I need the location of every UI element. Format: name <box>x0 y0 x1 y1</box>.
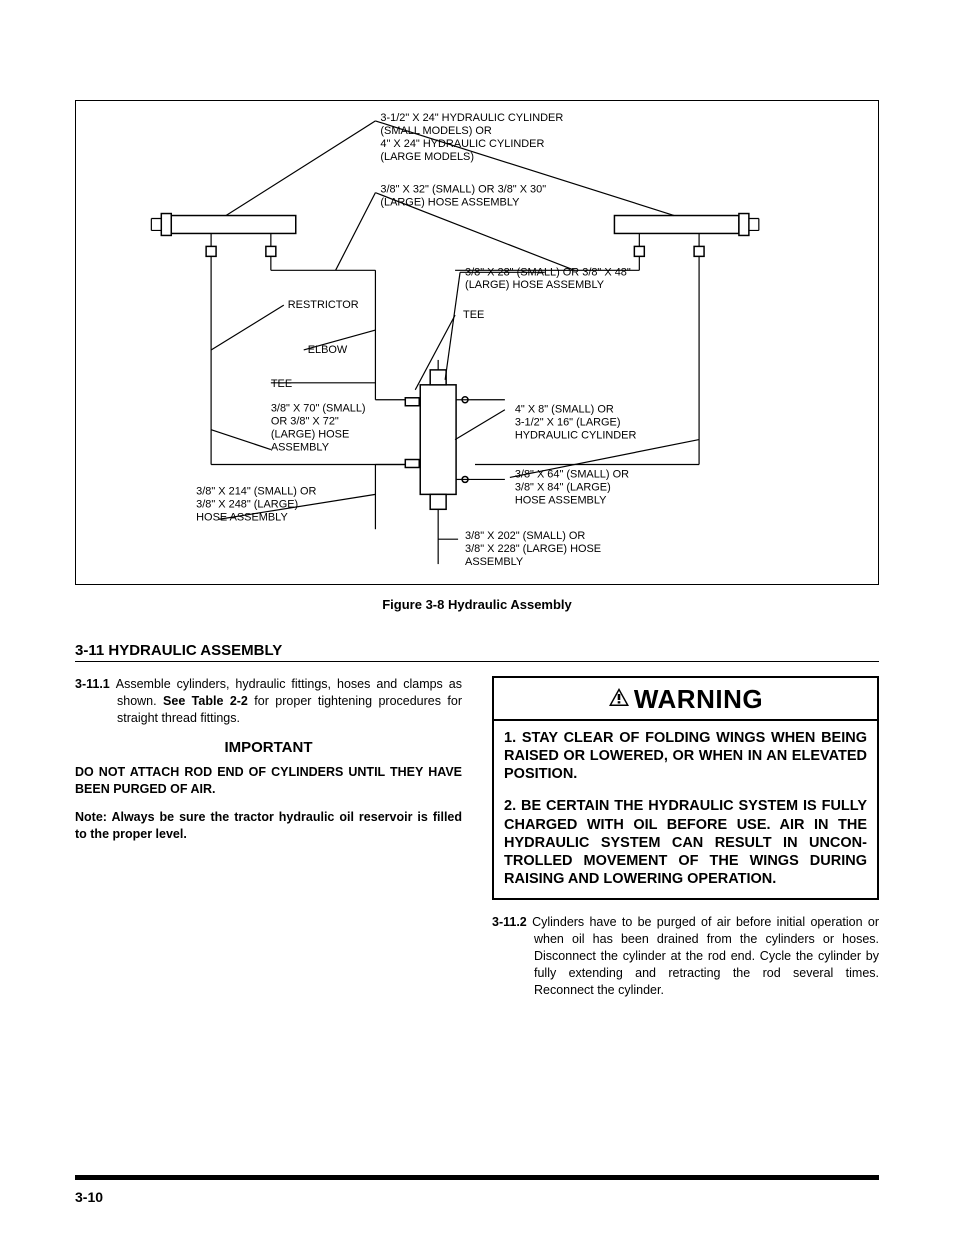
important-text-2: Note: Always be sure the tractor hydraul… <box>75 809 462 843</box>
label-hose-ru-1: 3/8" X 28" (SMALL) OR 3/8" X 48" <box>465 266 631 278</box>
label-hose-top-1: 3/8" X 32" (SMALL) OR 3/8" X 30" <box>380 184 546 196</box>
para-ref: See Table 2-2 <box>163 694 248 708</box>
right-column: WARNING 1. STAY CLEAR OF FOLDING WINGS W… <box>492 676 879 1010</box>
label-hose-ll-4: ASSEMBLY <box>271 442 330 454</box>
label-cyl-top-4: (LARGE MODELS) <box>380 151 474 163</box>
warning-icon <box>608 687 630 712</box>
footer-rule <box>75 1175 879 1180</box>
important-text-1: DO NOT ATTACH ROD END OF CYLINDERS UNTIL… <box>75 764 462 798</box>
label-tee-left: TEE <box>271 378 292 390</box>
warning-header: WARNING <box>494 678 877 721</box>
label-hose-ll-3: (LARGE) HOSE <box>271 429 349 441</box>
label-hose-lb-3: HOSE ASSEMBLY <box>196 511 288 523</box>
label-cyl-c-3: HYDRAULIC CYLINDER <box>515 430 637 442</box>
label-hose-rb-2: 3/8" X 228" (LARGE) HOSE <box>465 543 601 555</box>
label-hose-lb-1: 3/8" X 214" (SMALL) OR <box>196 485 316 497</box>
para-3-11-2: 3-11.2 Cylinders have to be purged of ai… <box>492 914 879 998</box>
para-num-2: 3-11.2 <box>492 915 527 929</box>
warning-p2: 2. BE CERTAIN THE HYDRAULIC SYS­TEM IS F… <box>504 797 867 888</box>
hydraulic-assembly-figure: 3-1/2" X 24" HYDRAULIC CYLINDER (SMALL M… <box>75 100 879 585</box>
warning-body: 1. STAY CLEAR OF FOLDING WINGS WHEN BEIN… <box>494 721 877 898</box>
label-cyl-top-2: (SMALL MODELS) OR <box>380 125 492 137</box>
left-column: 3-11.1 Assemble cylinders, hydraulic fit… <box>75 676 462 1010</box>
label-cyl-c-1: 4" X 8" (SMALL) OR <box>515 404 614 416</box>
para-3-11-1: 3-11.1 Assemble cylinders, hydraulic fit… <box>75 676 462 727</box>
section-heading: 3-11 HYDRAULIC ASSEMBLY <box>75 642 879 662</box>
label-elbow: ELBOW <box>308 344 348 356</box>
label-hose-top-2: (LARGE) HOSE ASSEMBLY <box>380 197 520 209</box>
label-hose-rl-2: 3/8" X 84" (LARGE) <box>515 481 611 493</box>
label-hose-rb-1: 3/8" X 202" (SMALL) OR <box>465 530 585 542</box>
warning-box: WARNING 1. STAY CLEAR OF FOLDING WINGS W… <box>492 676 879 900</box>
figure-caption: Figure 3-8 Hydraulic Assembly <box>75 597 879 612</box>
page-number: 3-10 <box>75 1189 103 1205</box>
label-cyl-top-1: 3-1/2" X 24" HYDRAULIC CYLINDER <box>380 112 563 124</box>
label-cyl-c-2: 3-1/2" X 16" (LARGE) <box>515 417 621 429</box>
label-hose-lb-2: 3/8" X 248" (LARGE) <box>196 498 298 510</box>
label-hose-rb-3: ASSEMBLY <box>465 556 524 568</box>
para-num: 3-11.1 <box>75 677 110 691</box>
important-heading: IMPORTANT <box>75 739 462 756</box>
label-hose-ll-1: 3/8" X 70" (SMALL) <box>271 403 366 415</box>
warning-p1: 1. STAY CLEAR OF FOLDING WINGS WHEN BEIN… <box>504 729 867 783</box>
label-hose-rl-1: 3/8" X 64" (SMALL) OR <box>515 468 629 480</box>
para-text-3: Cylinders have to be purged of air befor… <box>532 915 879 997</box>
label-tee-right: TEE <box>463 309 484 321</box>
label-cyl-top-3: 4" X 24" HYDRAULIC CYLINDER <box>380 138 544 150</box>
label-restrictor: RESTRICTOR <box>288 299 359 311</box>
label-hose-rl-3: HOSE ASSEMBLY <box>515 494 607 506</box>
label-hose-ll-2: OR 3/8" X 72" <box>271 416 339 428</box>
label-hose-ru-2: (LARGE) HOSE ASSEMBLY <box>465 279 605 291</box>
warning-title: WARNING <box>634 684 763 715</box>
